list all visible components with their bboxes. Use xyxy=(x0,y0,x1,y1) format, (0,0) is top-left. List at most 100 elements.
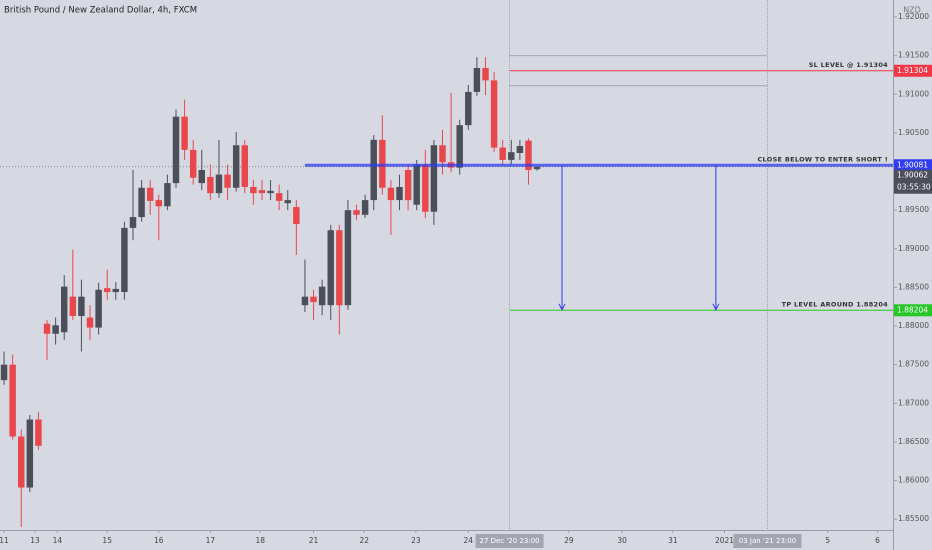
x-tick-label: 14 xyxy=(53,536,63,545)
candle-body xyxy=(78,296,85,316)
countdown-label: 03:55:30 xyxy=(897,183,931,192)
candle-body xyxy=(258,190,266,194)
y-tick-label: 1.88500 xyxy=(898,282,929,291)
y-tick-label: 1.89000 xyxy=(898,244,929,253)
candle-body xyxy=(413,164,420,205)
candle-body xyxy=(189,149,197,178)
candle-body xyxy=(430,145,438,212)
candle-body xyxy=(490,80,498,148)
candle-body xyxy=(207,176,214,194)
date-marker-badge xyxy=(733,534,802,548)
candle-body xyxy=(336,230,343,306)
y-tick-label: 1.89500 xyxy=(898,205,929,214)
candle-body xyxy=(327,230,334,306)
x-tick-label: 31 xyxy=(668,536,678,545)
y-tick-label: 1.90500 xyxy=(898,128,929,137)
candle-body xyxy=(232,145,240,188)
candle-body xyxy=(370,139,377,201)
y-tick-label: 1.85500 xyxy=(898,514,929,523)
candle-body xyxy=(103,288,111,293)
date-marker-label: 03 Jan '21 23:00 xyxy=(739,537,796,545)
x-tick-label: 18 xyxy=(255,536,265,545)
candle-body xyxy=(525,140,532,170)
candle-body xyxy=(301,296,309,306)
candle-body xyxy=(533,166,541,170)
date-marker-badge xyxy=(475,534,544,548)
price-badge-label: 1.88204 xyxy=(897,305,928,314)
price-badge-label: 1.90081 xyxy=(897,160,928,169)
y-tick-label: 1.87500 xyxy=(898,360,929,369)
y-tick-label: 1.87000 xyxy=(898,398,929,407)
candle-body xyxy=(344,210,352,306)
candle-body xyxy=(155,200,163,207)
arrow-head xyxy=(558,303,566,311)
candle-body xyxy=(43,323,51,334)
candle-body xyxy=(267,190,274,194)
candle-body xyxy=(422,164,429,212)
candle-body xyxy=(172,116,180,184)
candle-body xyxy=(404,169,412,201)
candle-body xyxy=(146,187,154,201)
candle-body xyxy=(241,145,248,187)
currency-label: NZD xyxy=(903,6,921,15)
y-tick-label: 1.88000 xyxy=(898,321,929,330)
candle-body xyxy=(310,296,317,303)
price-badge xyxy=(894,64,932,77)
candle-body xyxy=(181,116,188,150)
last-price-label: 1.90062 xyxy=(897,171,928,180)
candle-body xyxy=(284,200,291,204)
x-tick-label: 6 xyxy=(875,536,880,545)
x-tick-label: 13 xyxy=(30,536,40,545)
y-tick-label: 1.91500 xyxy=(898,51,929,60)
candle-body xyxy=(224,174,231,188)
candle-body xyxy=(164,183,171,207)
arrow-head xyxy=(712,303,720,311)
x-tick-label: 29 xyxy=(564,536,574,545)
candle-body xyxy=(275,193,283,201)
level-text: TP LEVEL AROUND 1.88204 xyxy=(782,300,889,308)
candle-body xyxy=(35,419,42,446)
x-tick-label: 24 xyxy=(464,536,474,545)
x-tick-label: 30 xyxy=(617,536,627,545)
date-marker-label: 27 Dec '20 23:00 xyxy=(479,537,539,545)
candle-body xyxy=(95,289,102,328)
candle-body xyxy=(508,152,515,160)
price-badge xyxy=(894,159,932,172)
x-tick-label: 2021 xyxy=(715,536,734,545)
x-tick-label: 11 xyxy=(0,536,9,545)
candle-body xyxy=(0,364,8,381)
candle-body xyxy=(396,186,403,201)
candle-body xyxy=(465,91,472,126)
candle-body xyxy=(18,436,25,488)
candle-body xyxy=(138,187,145,218)
x-tick-label: 23 xyxy=(411,536,421,545)
candle-body xyxy=(215,174,223,194)
candle-body xyxy=(439,145,446,163)
level-text: SL LEVEL @ 1.91304 xyxy=(809,61,888,69)
y-tick-label: 1.86500 xyxy=(898,437,929,446)
x-tick-label: 17 xyxy=(206,536,216,545)
price-badge-label: 1.91304 xyxy=(897,66,928,75)
candle-body xyxy=(361,200,369,215)
candle-body xyxy=(250,186,257,194)
candle-body xyxy=(60,286,68,333)
candle-body xyxy=(456,125,463,168)
y-tick-label: 1.92000 xyxy=(898,12,929,21)
x-tick-label: 5 xyxy=(825,536,830,545)
candle-body xyxy=(516,146,524,153)
candle-body xyxy=(198,169,206,184)
candle-body xyxy=(52,325,59,334)
candle-body xyxy=(293,207,300,225)
candle-body xyxy=(353,210,360,215)
candle-body xyxy=(499,147,506,160)
candle-body xyxy=(129,217,137,228)
y-tick-label: 1.91000 xyxy=(898,89,929,98)
x-tick-label: 22 xyxy=(359,536,369,545)
candle-body xyxy=(121,227,128,293)
chart-title: British Pound / New Zealand Dollar, 4h, … xyxy=(4,6,197,16)
candle-body xyxy=(482,67,489,81)
last-price-badge xyxy=(894,169,932,194)
price-badge xyxy=(894,304,932,317)
